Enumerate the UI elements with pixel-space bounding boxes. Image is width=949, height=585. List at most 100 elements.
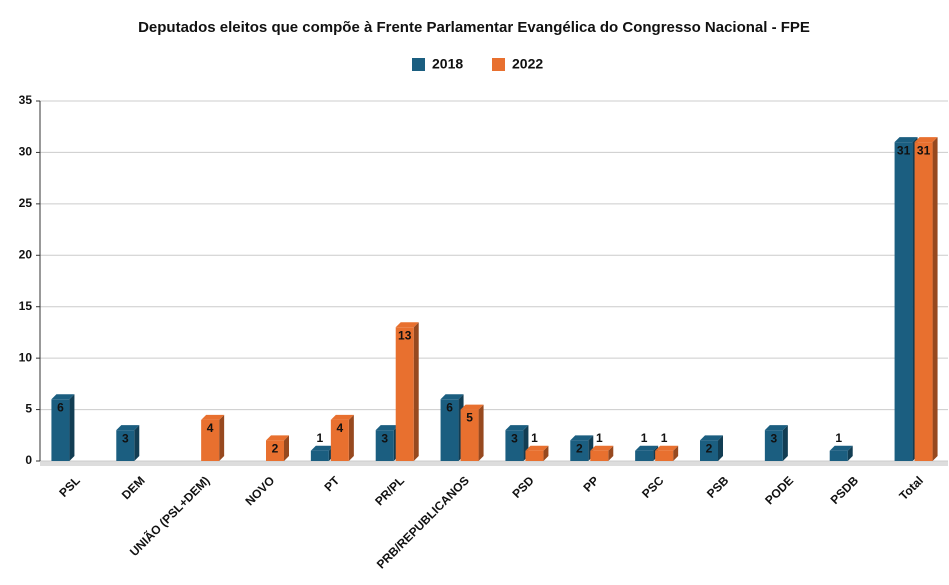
bar [375, 430, 394, 461]
y-tick-label: 5 [25, 402, 32, 416]
bar-top [460, 404, 484, 410]
bar-group [201, 414, 225, 461]
bar-top [395, 322, 419, 328]
bar [525, 450, 544, 461]
data-label: 4 [207, 421, 214, 435]
x-tick-label: NOVO [242, 473, 277, 508]
bar-group [266, 435, 289, 461]
bar-side [69, 394, 75, 461]
bar-top [266, 435, 289, 441]
data-label: 1 [596, 431, 603, 445]
bar-top [375, 425, 399, 431]
bar-group [460, 404, 484, 461]
bar-side [673, 445, 679, 461]
bar-group [330, 414, 354, 461]
floor [40, 461, 948, 466]
data-label: 31 [917, 143, 931, 157]
bar-side [219, 414, 225, 461]
bar-group [829, 445, 853, 461]
data-label: 3 [511, 431, 518, 445]
bar [914, 142, 933, 461]
bar-top [655, 445, 679, 451]
bar-group [700, 435, 723, 461]
data-label: 6 [57, 400, 64, 414]
bar [266, 440, 284, 461]
bar [330, 419, 349, 461]
bar-group [525, 445, 549, 461]
data-label: 1 [317, 431, 324, 445]
bar-group [310, 445, 334, 461]
bar-side [543, 445, 549, 461]
bar-side [413, 322, 419, 461]
x-tick-label: PSC [639, 473, 667, 501]
y-tick-label: 15 [19, 299, 33, 313]
bar-side [284, 435, 289, 461]
bar-side [348, 414, 354, 461]
x-tick-label: DEM [119, 473, 148, 502]
bar-top [310, 445, 334, 451]
bar [460, 409, 479, 461]
bar-group [635, 445, 659, 461]
bar [395, 327, 414, 461]
bar-top [590, 445, 614, 451]
data-label: 1 [661, 431, 668, 445]
chart-title: Deputados eleitos que compõe à Frente Pa… [138, 19, 810, 36]
bar-side [608, 445, 614, 461]
bar [655, 450, 674, 461]
bar-top [525, 445, 549, 451]
data-label: 6 [446, 400, 453, 414]
y-tick-label: 20 [19, 247, 33, 261]
data-label: 13 [398, 328, 412, 342]
bar-side [718, 435, 723, 461]
bar-top [440, 394, 464, 400]
data-label: 1 [835, 431, 842, 445]
x-tick-label: PR/PL [372, 473, 407, 508]
bar-group [395, 322, 419, 461]
y-tick-label: 30 [19, 145, 33, 159]
y-tick-label: 25 [19, 196, 33, 210]
bar [505, 430, 524, 461]
x-tick-label: PT [321, 473, 342, 494]
data-label: 2 [576, 442, 583, 456]
bar-group [505, 425, 529, 461]
bar [310, 450, 329, 461]
data-label: 5 [466, 411, 473, 425]
bar-side [478, 404, 484, 461]
x-tick-label: PSDB [828, 473, 862, 507]
x-tick-label: PP [580, 473, 601, 494]
bar-top [116, 425, 140, 431]
x-tick-label: Total [896, 473, 926, 503]
bar-top [914, 137, 938, 143]
bar-top [829, 445, 853, 451]
bar [829, 450, 848, 461]
x-tick-label: PODE [762, 473, 796, 507]
y-tick-label: 0 [25, 453, 32, 467]
data-label: 1 [641, 431, 648, 445]
bar-group [116, 425, 140, 461]
bar [116, 430, 135, 461]
data-label: 3 [122, 431, 129, 445]
bar [201, 419, 220, 461]
bar-side [782, 425, 788, 461]
bar [590, 450, 609, 461]
data-label: 4 [337, 421, 344, 435]
bar-group [894, 137, 918, 461]
bar [764, 430, 783, 461]
data-label: 3 [771, 431, 778, 445]
bar-group [764, 425, 788, 461]
bar-top [505, 425, 529, 431]
bar-top [570, 435, 594, 441]
bar-top [700, 435, 723, 441]
bar-side [134, 425, 140, 461]
bar [894, 142, 913, 461]
bar [700, 440, 718, 461]
bar-group [914, 137, 938, 461]
data-label: 31 [897, 143, 911, 157]
y-tick-label: 35 [19, 93, 33, 107]
data-label: 1 [531, 431, 538, 445]
data-label: 2 [706, 442, 713, 456]
legend-swatch [492, 58, 505, 71]
bar-top [51, 394, 75, 400]
bar [51, 399, 70, 461]
legend-swatch [412, 58, 425, 71]
